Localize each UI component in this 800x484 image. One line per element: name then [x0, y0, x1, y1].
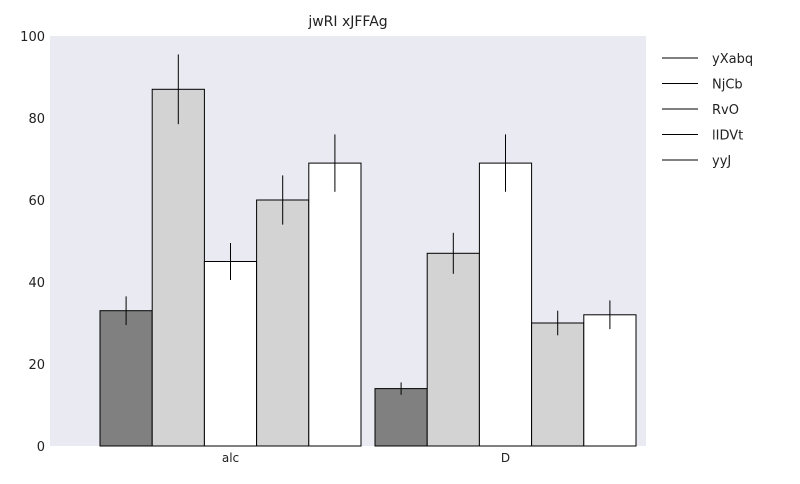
bar-yXabq-alc: [99, 310, 153, 447]
y-tick-label: 80: [28, 112, 45, 127]
y-tick-label: 60: [28, 194, 45, 209]
bar-lIDVt-D: [531, 322, 585, 447]
y-tick-label: 0: [37, 440, 45, 455]
chart-title: jwRI xJFFAg: [307, 14, 387, 30]
bar-RvO-alc: [203, 261, 258, 447]
bar-RvO-D: [478, 162, 533, 447]
x-axis: alc D: [222, 451, 510, 465]
legend: yXabq NjCb RvO lIDVt yyJ: [662, 52, 753, 169]
legend-label-yXabq: yXabq: [712, 52, 753, 67]
bar-yyJ-alc: [308, 162, 362, 447]
legend-label-RvO: RvO: [712, 103, 739, 118]
legend-label-lIDVt: lIDVt: [712, 129, 743, 144]
bar-lIDVt-alc: [256, 199, 310, 447]
y-tick-label: 100: [20, 30, 45, 45]
bar-yyJ-D: [583, 314, 637, 447]
x-tick-label: alc: [222, 451, 239, 465]
bar-NjCb-D: [426, 252, 480, 447]
bar-yXabq-D: [374, 388, 428, 447]
bar-NjCb-alc: [151, 88, 205, 447]
y-tick-label: 20: [28, 358, 45, 373]
x-tick-label: D: [501, 451, 510, 465]
legend-label-yyJ: yyJ: [712, 154, 731, 169]
bars-layer: [99, 54, 637, 447]
y-tick-label: 40: [28, 276, 45, 291]
legend-label-NjCb: NjCb: [712, 78, 743, 93]
y-axis: 0 20 40 60 80 100: [20, 30, 45, 455]
